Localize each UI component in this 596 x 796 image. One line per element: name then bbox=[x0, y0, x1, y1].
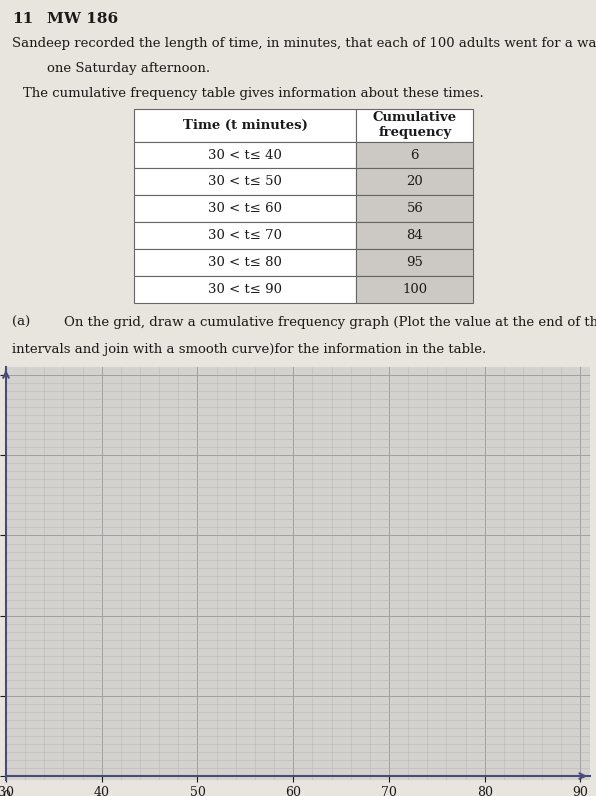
Bar bbox=[356, 169, 473, 196]
Text: Sandeep recorded the length of time, in minutes, that each of 100 adults went fo: Sandeep recorded the length of time, in … bbox=[12, 37, 596, 49]
Text: 20: 20 bbox=[406, 175, 423, 189]
Text: 30 < t≤ 50: 30 < t≤ 50 bbox=[209, 175, 283, 189]
Text: 11: 11 bbox=[12, 12, 33, 25]
Bar bbox=[356, 222, 473, 249]
Text: (a): (a) bbox=[12, 316, 30, 329]
Bar bbox=[135, 249, 356, 276]
Text: Time (t minutes): Time (t minutes) bbox=[183, 119, 308, 131]
Text: one Saturday afternoon.: one Saturday afternoon. bbox=[47, 62, 210, 75]
Text: 30 < t≤ 80: 30 < t≤ 80 bbox=[209, 256, 283, 269]
Text: Cumulative
frequency: Cumulative frequency bbox=[372, 111, 457, 139]
Bar bbox=[135, 276, 356, 303]
Text: intervals and join with a smooth curve)for the information in the table.: intervals and join with a smooth curve)f… bbox=[12, 342, 486, 356]
Bar bbox=[135, 222, 356, 249]
Text: 84: 84 bbox=[406, 229, 423, 242]
Bar bbox=[135, 142, 356, 169]
Text: 30 < t≤ 60: 30 < t≤ 60 bbox=[209, 202, 283, 216]
Bar bbox=[135, 108, 356, 142]
Bar bbox=[356, 196, 473, 222]
Bar bbox=[356, 142, 473, 169]
Text: 0: 0 bbox=[2, 790, 10, 796]
Text: 30 < t≤ 90: 30 < t≤ 90 bbox=[209, 283, 283, 296]
Bar bbox=[135, 196, 356, 222]
Text: On the grid, draw a cumulative frequency graph (Plot the value at the end of the: On the grid, draw a cumulative frequency… bbox=[64, 316, 596, 329]
Bar bbox=[356, 108, 473, 142]
Text: 95: 95 bbox=[406, 256, 423, 269]
Text: 30 < t≤ 40: 30 < t≤ 40 bbox=[209, 149, 283, 162]
Bar bbox=[356, 249, 473, 276]
Bar bbox=[356, 276, 473, 303]
Text: 100: 100 bbox=[402, 283, 427, 296]
Text: The cumulative frequency table gives information about these times.: The cumulative frequency table gives inf… bbox=[23, 87, 484, 100]
Text: 30 < t≤ 70: 30 < t≤ 70 bbox=[209, 229, 283, 242]
Bar bbox=[135, 169, 356, 196]
Text: MW 186: MW 186 bbox=[47, 12, 118, 25]
Text: 6: 6 bbox=[411, 149, 419, 162]
Text: 56: 56 bbox=[406, 202, 423, 216]
